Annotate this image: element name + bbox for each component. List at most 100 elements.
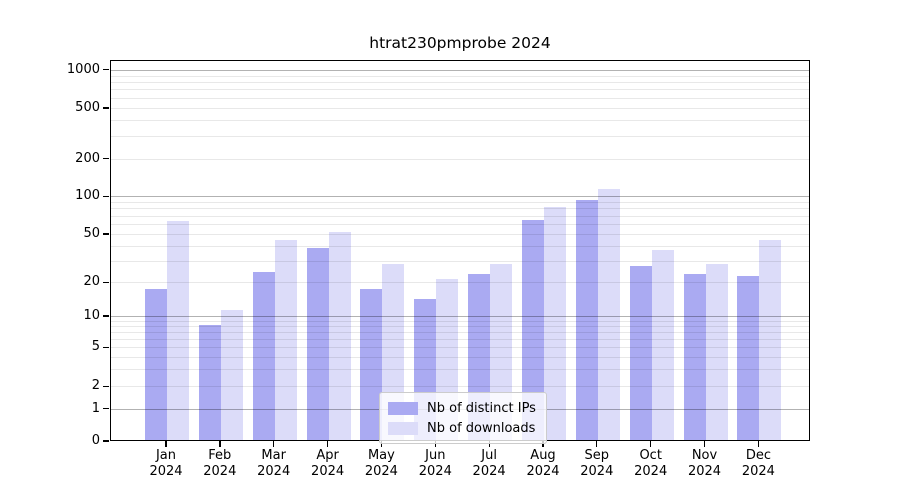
legend-label: Nb of distinct IPs	[427, 400, 536, 416]
gridline	[111, 120, 809, 122]
y-tick-label: 10	[83, 308, 100, 323]
x-tick-year: 2024	[687, 463, 722, 479]
bar-ips-aug	[521, 220, 544, 440]
x-tick-label: Oct 2024	[623, 448, 679, 479]
x-tick-mark	[273, 441, 275, 447]
y-tick-mark	[103, 408, 109, 410]
x-tick-label: Aug 2024	[515, 448, 571, 479]
gridline	[111, 108, 809, 109]
chart-title: htrat230pmprobe 2024	[369, 34, 551, 52]
y-tick-mark	[103, 107, 109, 109]
x-tick-label: Sep 2024	[569, 448, 625, 479]
y-tick-mark	[103, 385, 109, 387]
gridline	[111, 202, 809, 203]
x-tick-label: Apr 2024	[300, 448, 356, 479]
gridline	[111, 356, 809, 358]
y-tick-label: 20	[83, 274, 100, 290]
y-tick-label: 2	[91, 378, 100, 394]
x-tick-mark	[650, 441, 652, 447]
gridline	[111, 136, 809, 138]
x-tick-mark	[434, 441, 436, 447]
y-tick-label: 200	[75, 150, 100, 166]
x-tick-year: 2024	[364, 463, 398, 479]
gridline	[111, 224, 809, 226]
y-tick-mark	[103, 233, 109, 235]
bar-ips-jan	[145, 289, 167, 440]
x-tick-year: 2024	[634, 463, 668, 479]
x-tick-month: Nov	[691, 448, 718, 463]
x-tick-month: May	[367, 448, 395, 463]
x-tick-year: 2024	[311, 463, 345, 479]
gridline	[111, 386, 809, 388]
legend-item: Nb of distinct IPs	[388, 398, 536, 418]
gridline	[111, 69, 809, 71]
x-tick-month: Jan	[155, 448, 177, 463]
legend: Nb of distinct IPs Nb of downloads	[379, 392, 547, 444]
y-tick-label: 500	[75, 100, 100, 115]
legend-swatch	[388, 401, 418, 415]
x-tick-mark	[380, 441, 383, 447]
bar-ips-apr	[306, 247, 329, 440]
gridline	[111, 260, 809, 262]
gridline	[111, 89, 809, 91]
legend-label: Nb of downloads	[427, 420, 536, 436]
x-tick-month: Mar	[261, 448, 286, 463]
bar-ips-oct	[629, 265, 652, 440]
bar-downloads-jan	[167, 221, 189, 440]
gridline	[111, 316, 809, 317]
x-tick-month: Feb	[208, 448, 232, 463]
bar-ips-feb	[198, 325, 221, 440]
x-tick-year: 2024	[741, 463, 775, 479]
gridline	[111, 196, 809, 198]
x-tick-mark	[703, 441, 706, 447]
x-tick-label: Jun 2024	[407, 448, 463, 479]
x-tick-label: Feb 2024	[192, 448, 248, 479]
plot-area	[110, 60, 810, 441]
gridline	[111, 158, 809, 160]
gridline	[111, 282, 809, 284]
gridline	[111, 82, 809, 83]
gridline	[111, 245, 809, 247]
gridline	[111, 326, 809, 328]
gridline	[111, 332, 809, 334]
x-tick-year: 2024	[472, 463, 506, 479]
gridline	[111, 97, 809, 99]
x-tick-label: Nov 2024	[677, 448, 733, 479]
y-tick-label: 5	[91, 339, 100, 355]
x-tick-mark	[165, 441, 167, 447]
bar-downloads-dec	[759, 239, 782, 440]
y-tick-label: 100	[75, 188, 100, 204]
y-tick-label: 1	[91, 400, 100, 416]
x-tick-mark	[219, 441, 221, 447]
gridline	[111, 347, 809, 349]
legend-swatch	[388, 421, 418, 435]
x-tick-month: Oct	[639, 448, 662, 463]
x-tick-month: Aug	[530, 448, 556, 463]
x-tick-month: Sep	[584, 448, 610, 463]
x-tick-year: 2024	[418, 463, 452, 479]
gridline	[111, 215, 809, 217]
bar-ips-mar	[252, 271, 275, 440]
bar-ips-sep	[575, 199, 598, 440]
y-tick-mark	[103, 158, 109, 160]
bar-downloads-oct	[651, 250, 674, 440]
x-tick-year: 2024	[149, 463, 183, 479]
y-tick-mark	[103, 281, 109, 283]
bar-ips-dec	[737, 276, 760, 440]
gridline	[111, 369, 809, 370]
x-tick-mark	[542, 441, 544, 447]
gridline	[111, 234, 809, 235]
x-tick-month: Jul	[481, 448, 497, 463]
x-tick-year: 2024	[580, 463, 614, 479]
x-tick-month: Apr	[316, 448, 339, 463]
y-tick-label: 0	[91, 433, 100, 448]
bar-downloads-nov	[705, 263, 728, 440]
bar-downloads-feb	[220, 310, 243, 440]
x-tick-mark	[488, 441, 490, 447]
y-tick-label: 1000	[66, 61, 100, 77]
x-tick-year: 2024	[203, 463, 237, 479]
x-tick-month: Jun	[425, 448, 446, 463]
x-tick-mark	[596, 441, 598, 447]
gridline	[111, 208, 809, 210]
